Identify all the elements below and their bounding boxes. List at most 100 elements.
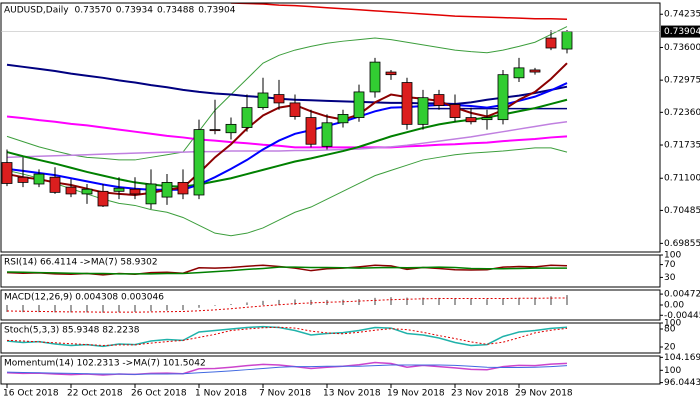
candle-body <box>481 117 493 121</box>
panel <box>6 361 568 376</box>
candle-body <box>561 31 573 50</box>
y-tick-label: 104.1693 <box>664 353 700 363</box>
histogram-bar <box>198 305 200 308</box>
panel-title: Stoch(5,3,3) 85.9348 82.2238 <box>4 326 140 336</box>
panel-title: MACD(12,26,9) 0.004308 0.003046 <box>4 293 164 303</box>
candle-body <box>193 129 205 196</box>
histogram-bar <box>54 305 56 313</box>
candle-body <box>545 37 557 49</box>
panel-frame <box>0 254 661 288</box>
histogram-bar <box>134 305 136 312</box>
indicator-line <box>6 121 568 159</box>
candle-body <box>177 182 189 195</box>
candle-body <box>321 122 333 147</box>
candle-body <box>305 117 317 145</box>
candle-body <box>241 107 253 128</box>
y-tick-label: 96.0443 <box>664 378 700 388</box>
histogram-bar <box>486 299 488 305</box>
candle-body <box>257 92 269 109</box>
candle-body <box>161 182 173 198</box>
y-tick-label: 0.73600 <box>664 43 700 53</box>
histogram-bar <box>422 297 424 305</box>
candle-body <box>337 114 349 124</box>
y-tick-label: 30 <box>664 273 676 283</box>
histogram-bar <box>150 305 152 312</box>
x-tick-label: 23 Nov 2018 <box>451 389 509 399</box>
candle-body <box>33 173 45 185</box>
histogram-bar <box>566 295 568 305</box>
y-tick-label: 0.004725 <box>664 290 700 300</box>
candle-body <box>145 183 157 205</box>
x-tick-label: 7 Nov 2018 <box>259 389 311 399</box>
x-tick-label: 22 Oct 2018 <box>67 389 123 399</box>
y-tick-label: 0.72360 <box>664 108 700 118</box>
histogram-bar <box>550 296 552 305</box>
histogram-bar <box>6 305 8 312</box>
histogram-bar <box>534 297 536 305</box>
candle-body <box>209 129 221 132</box>
y-tick-label: 70 <box>664 260 676 270</box>
y-tick-label: 20 <box>664 343 676 353</box>
histogram-bar <box>390 297 392 305</box>
y-tick-label: 100 <box>664 251 681 261</box>
histogram-bar <box>166 305 168 311</box>
x-tick-label: 13 Nov 2018 <box>323 389 381 399</box>
histogram-bar <box>262 300 264 305</box>
candle-body <box>513 67 525 79</box>
y-tick-label: 80 <box>664 325 676 335</box>
indicator-line <box>6 297 568 313</box>
candle-body <box>81 188 93 195</box>
candle-body <box>401 82 413 125</box>
last-price-label: 0.73904 <box>664 27 700 37</box>
histogram-bar <box>470 298 472 305</box>
indicator-line <box>230 3 568 20</box>
y-tick-label: -0.004455 <box>664 311 700 321</box>
candle-body <box>529 69 541 73</box>
header-value: 0.73904 <box>198 6 235 16</box>
header-value: 0.73488 <box>157 6 194 16</box>
histogram-bar <box>118 305 120 313</box>
candle-body <box>465 117 477 123</box>
indicator-line <box>6 115 568 149</box>
y-tick-label: 0.00 <box>664 301 684 311</box>
histogram-bar <box>518 297 520 305</box>
last-price-box <box>661 25 700 38</box>
candle-body <box>129 188 141 195</box>
indicator-line <box>6 82 568 191</box>
x-tick-label: 19 Nov 2018 <box>387 389 445 399</box>
candle-body <box>273 94 285 104</box>
histogram-bar <box>246 302 248 305</box>
candle-body <box>289 102 301 117</box>
panel <box>6 295 568 313</box>
histogram-bar <box>86 305 88 313</box>
histogram-bar <box>342 299 344 305</box>
candle-body <box>97 190 109 207</box>
panel-title: Momentum(14) 102.2313 ->MA(7) 101.5042 <box>4 359 206 369</box>
histogram-bar <box>102 305 104 313</box>
histogram-bar <box>438 297 440 305</box>
indicator-line <box>6 364 568 375</box>
histogram-bar <box>502 298 504 305</box>
indicator-line <box>6 26 568 161</box>
indicator-line <box>6 325 568 348</box>
header-value: 0.73570 <box>75 6 112 16</box>
indicator-line <box>6 266 568 275</box>
header-value: 0.73934 <box>116 6 153 16</box>
candle-body <box>449 104 461 118</box>
y-tick-label: 0.72975 <box>664 76 700 86</box>
y-tick-label: 0.69855 <box>664 239 700 249</box>
candle-body <box>433 94 445 106</box>
indicator-line <box>6 63 568 105</box>
candle-body <box>385 71 397 76</box>
histogram-bar <box>278 299 280 305</box>
candle-body <box>225 123 237 134</box>
histogram-bar <box>182 305 184 311</box>
histogram-bar <box>358 299 360 305</box>
candle-body <box>1 162 13 184</box>
candle-body <box>497 74 509 121</box>
candle-body <box>417 97 429 125</box>
x-tick-label: 29 Nov 2018 <box>515 389 573 399</box>
candle-body <box>113 187 125 192</box>
panel-title: RSI(14) 66.4114 ->MA(7) 58.9302 <box>4 258 158 268</box>
